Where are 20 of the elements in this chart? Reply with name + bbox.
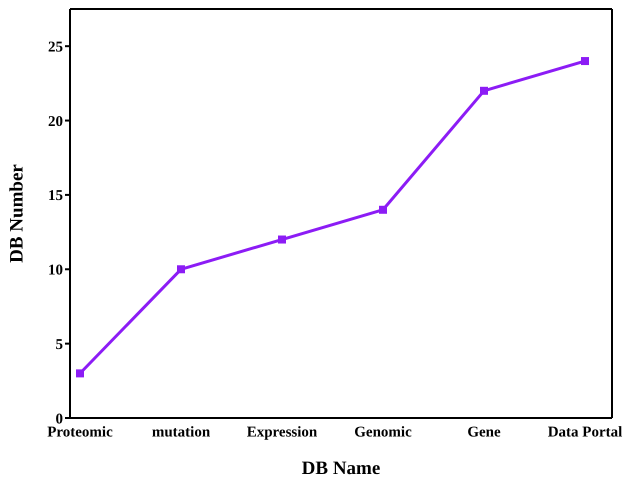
point: [76, 369, 84, 378]
y-tick-label: 0: [56, 411, 63, 428]
y-axis-title: DB Number: [6, 164, 28, 263]
point: [581, 57, 589, 66]
x-tick-label: Gene: [467, 424, 502, 441]
x-tick-label: mutation: [152, 424, 211, 441]
point: [480, 86, 488, 95]
y-tick-label: 25: [48, 40, 63, 56]
y-tick-label: 5: [56, 336, 63, 353]
x-tick-label: Expression: [246, 424, 318, 441]
x-axis-title: DB Name: [302, 458, 380, 479]
point: [278, 236, 286, 244]
point: [177, 265, 185, 274]
point: [379, 206, 387, 214]
x-tick-label: Proteomic: [47, 424, 114, 441]
y-tick-label: 15: [48, 188, 63, 204]
x-tick-label: Genomic: [354, 424, 412, 441]
x-tick-label: Data Portal: [548, 424, 622, 441]
y-tick-label: 10: [48, 262, 63, 279]
y-tick-label: 20: [48, 114, 63, 130]
